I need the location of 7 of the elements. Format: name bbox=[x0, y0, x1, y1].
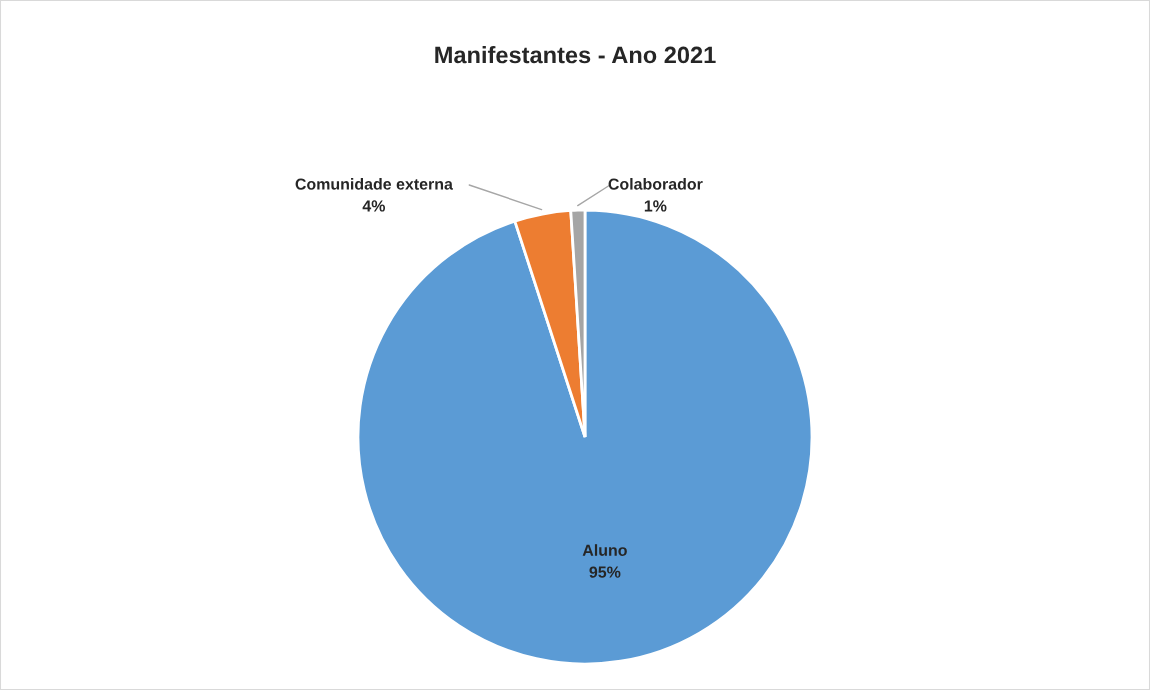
data-label: 95% bbox=[589, 566, 621, 578]
chart-title: Manifestantes - Ano 2021 bbox=[435, 46, 716, 64]
slice-label: Aluno bbox=[582, 544, 627, 556]
slice-label: Colaborador bbox=[608, 178, 703, 190]
data-label: 1% bbox=[644, 200, 667, 212]
slice-label: Comunidade externa bbox=[295, 178, 453, 190]
data-label: 4% bbox=[362, 200, 386, 212]
